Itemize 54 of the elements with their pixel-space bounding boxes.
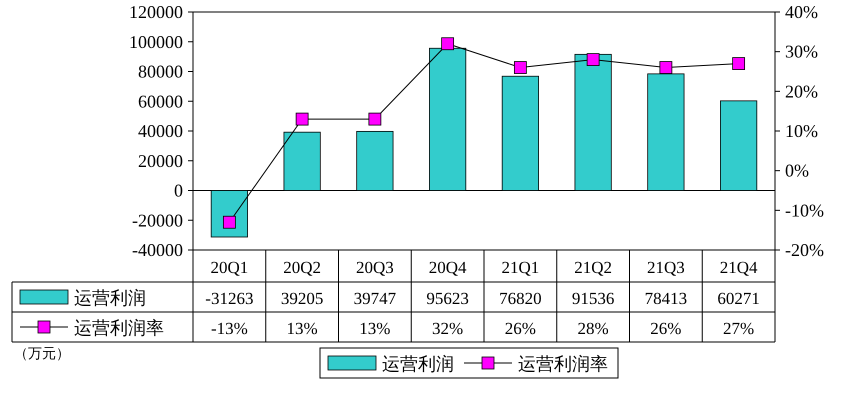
data-label: 28% [578, 319, 609, 338]
x-tick-label: 21Q4 [720, 258, 758, 277]
legend-运营利润: 运营利润 [20, 288, 146, 308]
y-tick-label: -40000 [132, 240, 183, 260]
y2-tick-label: 40% [785, 2, 818, 22]
y2-tick-label: 20% [785, 81, 818, 102]
data-label: 76820 [499, 289, 542, 308]
point [514, 61, 527, 74]
point [659, 61, 672, 74]
x-tick-label: 20Q2 [283, 258, 322, 277]
y2-tick-label: -10% [785, 200, 824, 220]
x-tick-label: 21Q3 [646, 258, 685, 277]
y-tick-label: 120000 [129, 2, 183, 22]
point [296, 112, 309, 126]
data-label: 78413 [644, 289, 688, 308]
data-label: 13% [286, 319, 318, 338]
point [368, 112, 382, 126]
y-tick-label: 100000 [129, 32, 183, 52]
x-tick-label: 20Q4 [428, 258, 468, 277]
text: （万元） [14, 347, 70, 362]
y2-tick-label: -20% [785, 240, 824, 260]
y-tick-label: -20000 [132, 210, 183, 230]
y-tick-label: 20000 [138, 150, 183, 171]
y2-tick-label: 30% [785, 42, 818, 62]
x-tick-label: 21Q2 [574, 258, 612, 277]
data-label: -31263 [205, 289, 254, 308]
point [586, 53, 600, 66]
point [222, 216, 236, 229]
y2-tick-label: 0% [785, 160, 809, 181]
data-label: 27% [723, 319, 754, 338]
data-label: 95623 [426, 289, 469, 308]
y2-tick-label: 10% [785, 121, 818, 141]
x-tick-label: 20Q3 [356, 258, 394, 277]
data-label: 91536 [572, 289, 614, 308]
legend-运营利润率: 运营利润率 [20, 318, 164, 338]
y-tick-label: 80000 [138, 62, 183, 82]
data-label: 60271 [717, 289, 760, 308]
data-label: 26% [650, 319, 682, 338]
data-label: 39205 [280, 289, 324, 308]
y-tick-label: 40000 [138, 121, 183, 141]
data-label: 13% [359, 319, 390, 338]
legend-label: 运营利润率 [74, 318, 164, 338]
y-tick-label: 60000 [138, 91, 183, 112]
data-label: 32% [432, 319, 464, 338]
legend-label: 运营利润 [74, 288, 146, 308]
data-label: -13% [210, 319, 248, 338]
x-tick-label: 21Q1 [501, 258, 540, 277]
legend: 运营利润 运营利润率 [320, 348, 618, 378]
data-label: 39747 [354, 289, 397, 308]
x-tick-label: 20Q1 [210, 258, 248, 277]
data-label: 26% [504, 319, 536, 338]
point [732, 57, 746, 70]
point [441, 37, 454, 50]
y-tick-label: 0 [174, 180, 183, 200]
